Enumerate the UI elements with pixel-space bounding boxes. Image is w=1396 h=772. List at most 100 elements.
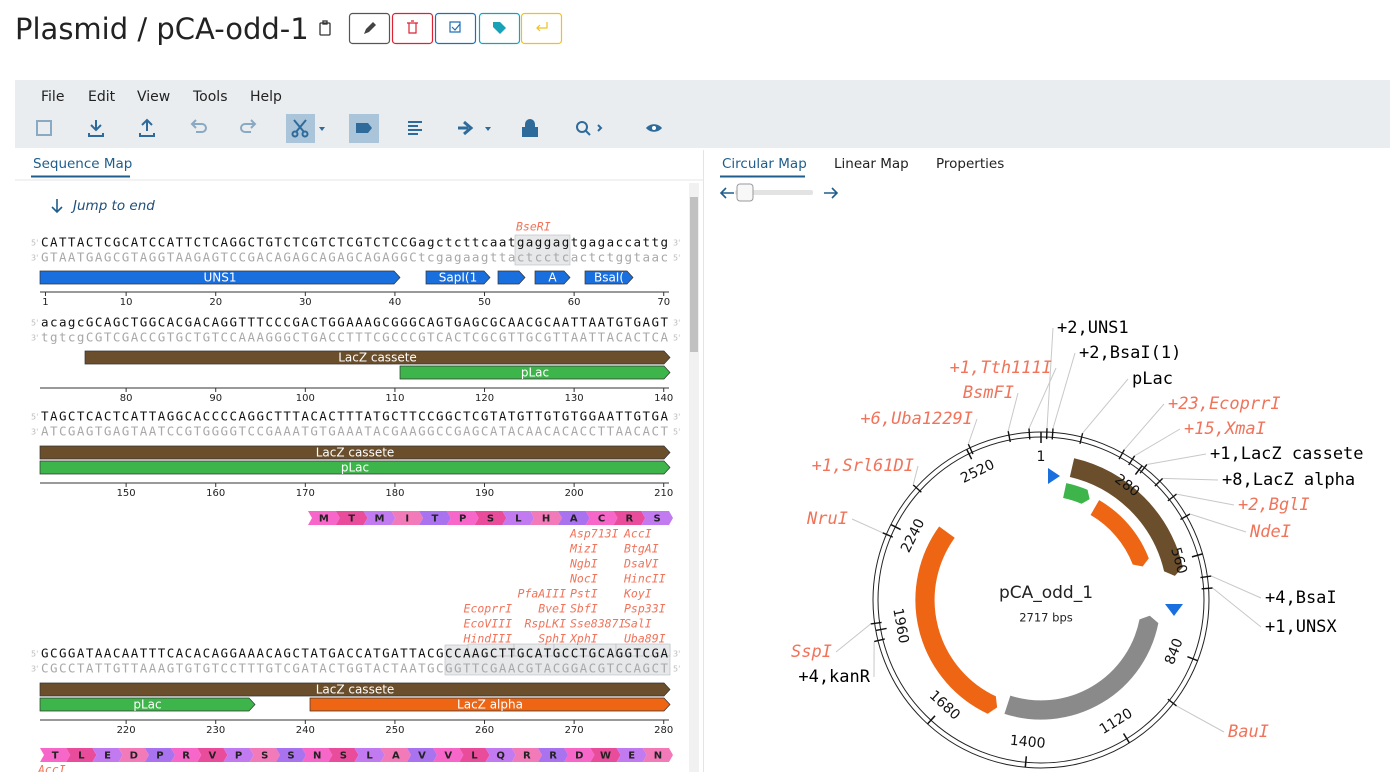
ruler-label: 180 (385, 488, 404, 499)
arrow-icon[interactable] (458, 120, 474, 136)
header-buttons (348, 12, 563, 45)
strand-end: 3' (673, 319, 680, 328)
toolbar (15, 80, 1390, 148)
strand-end: 5' (673, 665, 680, 674)
enzyme-label: XphI (569, 632, 598, 646)
enzyme-label: Uba89I (624, 632, 666, 646)
amino-acid-label: E (104, 751, 111, 762)
map-feature (914, 525, 998, 715)
strand-end: 5' (31, 650, 38, 659)
ruler-label: 20 (209, 297, 222, 308)
label-leader (851, 518, 883, 534)
enzyme-label: NocI (569, 572, 598, 586)
upload-icon[interactable] (139, 118, 155, 137)
feature-label: A (548, 271, 557, 285)
feature (39, 445, 671, 460)
map-label: NruI (806, 509, 848, 529)
cut-mark (1167, 493, 1177, 502)
map-label: +1,LacZ cassete (1210, 444, 1364, 464)
amino-acid-label: S (340, 751, 347, 762)
strand-end: 5' (673, 334, 680, 343)
cut-mark (1079, 432, 1084, 444)
feature-label: LacZ cassete (338, 351, 417, 365)
redo-icon[interactable] (240, 119, 257, 133)
copy-icon[interactable] (319, 20, 331, 36)
amino-acid-label: T (432, 514, 439, 525)
search-icon[interactable] (576, 121, 588, 133)
map-label: SspI (791, 642, 832, 662)
map-tick-label: 1400 (1009, 733, 1046, 752)
ruler-label: 80 (120, 393, 133, 404)
menu-item[interactable]: File (41, 89, 64, 105)
align-icon[interactable] (408, 121, 422, 135)
menu-item[interactable]: Edit (88, 89, 116, 105)
feature (39, 460, 671, 475)
amino-acid-label: R (182, 751, 190, 762)
jump-arrow[interactable] (51, 199, 63, 214)
ruler-label: 260 (475, 725, 494, 736)
amino-acid-label: R (523, 751, 531, 762)
amino-acid (308, 511, 340, 525)
label-leader (1007, 392, 1019, 432)
amino-acid (354, 748, 385, 762)
menu-item[interactable]: Help (250, 89, 282, 105)
zoom-slider[interactable] (719, 183, 839, 202)
download-icon[interactable] (88, 120, 104, 137)
label-leader (1046, 327, 1054, 429)
amino-acid-label: W (600, 751, 611, 762)
amino-acid (380, 748, 411, 762)
ruler-label: 40 (389, 297, 402, 308)
ruler-label: 230 (206, 725, 225, 736)
bottom-strand: GTAATGAGCGTAGGTAAGAGTCCGACAGAGCAGAGCAGAG… (41, 250, 668, 265)
enzyme-label: HincII (623, 572, 666, 586)
lock-icon[interactable] (522, 119, 538, 137)
plasmid-name: pCA_odd_1 (999, 583, 1093, 603)
scrollbar[interactable] (689, 183, 699, 772)
label-leader (1162, 477, 1219, 481)
menu-item[interactable]: View (137, 89, 170, 105)
amino-acid (363, 511, 396, 525)
amino-acid-label: N (654, 751, 662, 762)
label-leader (835, 623, 871, 653)
amino-acid (446, 511, 479, 525)
amino-acid-label: S (287, 751, 294, 762)
label-leader (1146, 453, 1207, 465)
amino-acid (419, 511, 451, 525)
ruler-label: 150 (117, 488, 136, 499)
scroll-thumb[interactable] (690, 197, 698, 352)
cut-mark (912, 484, 922, 493)
amino-acid (459, 748, 490, 762)
ruler-label: 10 (120, 297, 133, 308)
undo-icon[interactable] (190, 119, 207, 133)
plasmid-size: 2717 bps (1019, 611, 1073, 625)
amino-acid-label: E (628, 751, 635, 762)
map-label: BsmFI (963, 383, 1014, 403)
delete-button[interactable] (391, 12, 434, 45)
map-label: +23,EcoprrI (1168, 394, 1281, 414)
amino-acid (557, 511, 590, 525)
map-tab[interactable]: Properties (936, 156, 1004, 172)
amino-acid-label: R (549, 751, 557, 762)
strand-end: 3' (31, 334, 38, 343)
strand-end: 5' (31, 319, 38, 328)
right-tabs: Circular Map Linear Map Properties (722, 156, 1004, 172)
sequence-map-tab[interactable]: Sequence Map (33, 156, 132, 172)
map-tab[interactable]: Circular Map (722, 156, 807, 172)
jump-to-end[interactable]: Jump to end (70, 198, 155, 214)
label-leader (1028, 367, 1057, 429)
enzyme-label: MizI (569, 542, 598, 556)
menu-item[interactable]: Tools (192, 89, 228, 105)
map-tick (927, 715, 936, 725)
amino-acid-label: V (418, 751, 426, 762)
amino-acid-label: S (261, 751, 268, 762)
feature (39, 270, 401, 285)
strand-end: 5' (31, 413, 38, 422)
save-icon[interactable] (36, 120, 52, 136)
amino-acid-label: N (313, 751, 321, 762)
map-tab[interactable]: Linear Map (834, 156, 909, 172)
feature-label: LacZ alpha (457, 698, 523, 712)
enzyme-label: AccI (623, 527, 652, 541)
amino-acid-label: A (392, 751, 400, 762)
feature (534, 270, 571, 285)
cut-mark (870, 621, 882, 625)
